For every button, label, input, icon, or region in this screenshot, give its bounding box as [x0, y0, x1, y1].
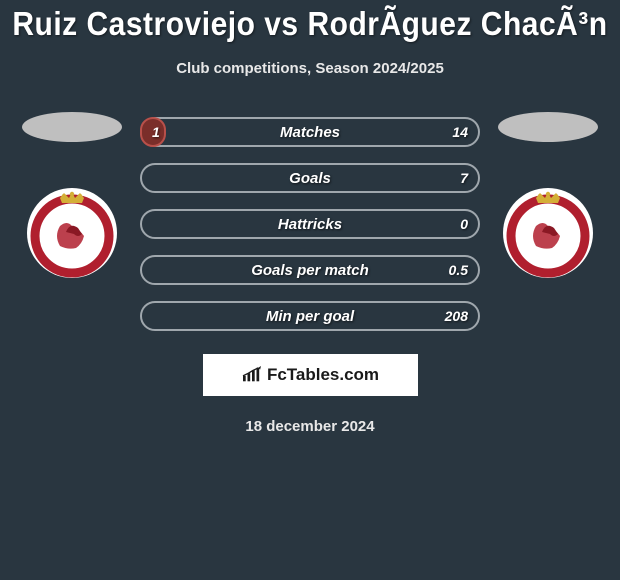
stat-label: Hattricks: [140, 209, 480, 239]
stat-value-right: 14: [452, 117, 468, 147]
flag-placeholder-left: [22, 112, 122, 142]
stat-bar-goals: Goals 7: [140, 163, 480, 193]
stat-value-right: 0.5: [449, 255, 468, 285]
flag-placeholder-right: [498, 112, 598, 142]
badge-icon: [503, 188, 593, 278]
comparison-infographic: Ruiz Castroviejo vs RodrÃ­guez ChacÃ³n C…: [0, 0, 620, 435]
stat-label: Matches: [140, 117, 480, 147]
brand-text: FcTables.com: [267, 365, 379, 385]
stat-value-right: 0: [460, 209, 468, 239]
stat-label: Goals: [140, 163, 480, 193]
stat-bar-min-per-goal: Min per goal 208: [140, 301, 480, 331]
player-right-column: [498, 117, 598, 278]
content-row: 1 Matches 14 Goals 7 Hattricks 0: [0, 117, 620, 331]
player-left-column: [22, 117, 122, 278]
stat-bar-hattricks: Hattricks 0: [140, 209, 480, 239]
stat-bar-goals-per-match: Goals per match 0.5: [140, 255, 480, 285]
stat-value-right: 7: [460, 163, 468, 193]
badge-icon: [27, 188, 117, 278]
brand-box: FcTables.com: [203, 354, 418, 396]
page-subtitle: Club competitions, Season 2024/2025: [0, 60, 620, 77]
stat-label: Goals per match: [140, 255, 480, 285]
brand-chart-icon: [241, 366, 263, 384]
club-badge-right: [503, 188, 593, 278]
page-title: Ruiz Castroviejo vs RodrÃ­guez ChacÃ³n: [0, 6, 620, 43]
club-badge-left: [27, 188, 117, 278]
stat-label: Min per goal: [140, 301, 480, 331]
footer-date: 18 december 2024: [0, 418, 620, 435]
stats-column: 1 Matches 14 Goals 7 Hattricks 0: [140, 117, 480, 331]
stat-value-right: 208: [445, 301, 468, 331]
stat-bar-matches: 1 Matches 14: [140, 117, 480, 147]
